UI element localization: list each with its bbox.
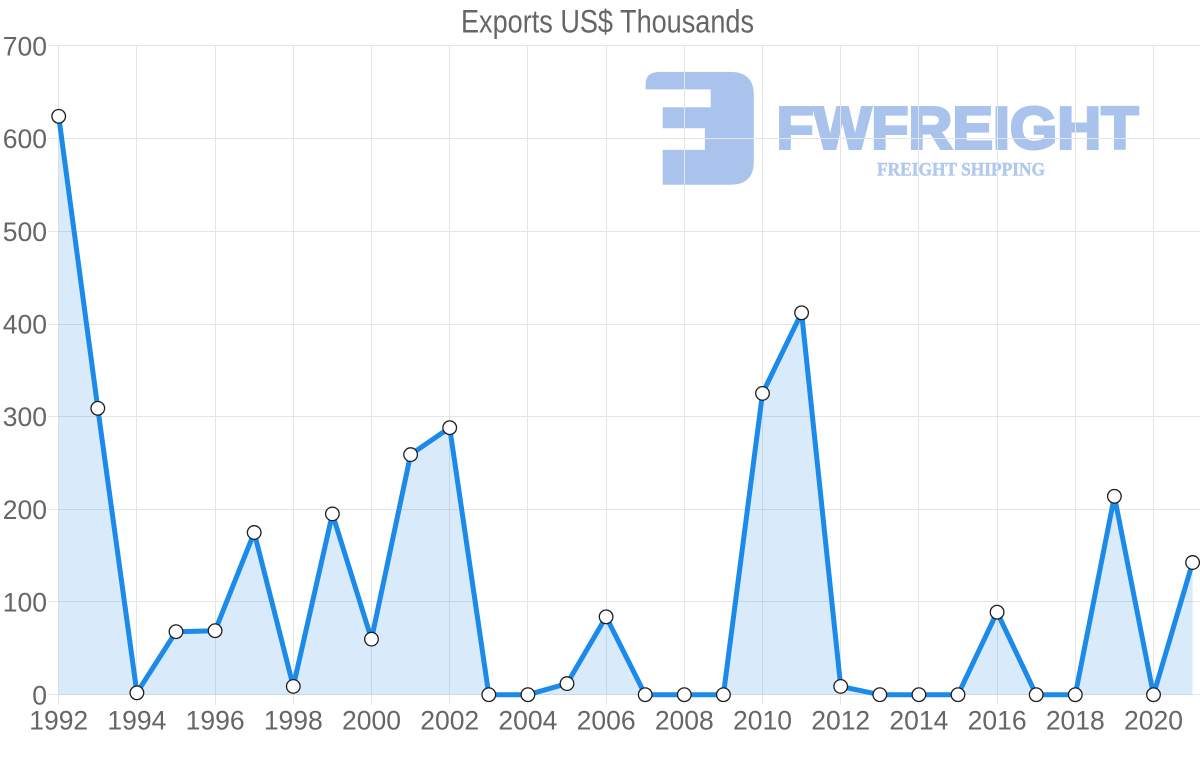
svg-text:600: 600 <box>3 124 47 154</box>
svg-text:2020: 2020 <box>1124 705 1183 735</box>
svg-text:2018: 2018 <box>1046 705 1105 735</box>
svg-text:100: 100 <box>3 588 47 618</box>
svg-text:200: 200 <box>3 495 47 525</box>
svg-text:2008: 2008 <box>655 705 714 735</box>
svg-text:FWFREIGHT: FWFREIGHT <box>777 95 1139 162</box>
svg-text:2002: 2002 <box>420 705 479 735</box>
svg-text:700: 700 <box>3 31 47 61</box>
svg-text:2016: 2016 <box>968 705 1027 735</box>
svg-text:0: 0 <box>32 680 47 710</box>
svg-text:400: 400 <box>3 310 47 340</box>
svg-text:500: 500 <box>3 217 47 247</box>
svg-text:1994: 1994 <box>107 705 166 735</box>
svg-text:2006: 2006 <box>577 705 636 735</box>
svg-text:Exports US$ Thousands: Exports US$ Thousands <box>461 4 754 40</box>
svg-text:2004: 2004 <box>498 705 557 735</box>
svg-text:2010: 2010 <box>733 705 792 735</box>
svg-text:1996: 1996 <box>186 705 245 735</box>
svg-text:2014: 2014 <box>889 705 948 735</box>
svg-text:300: 300 <box>3 402 47 432</box>
svg-text:FREIGHT SHIPPING: FREIGHT SHIPPING <box>877 159 1045 180</box>
svg-text:1998: 1998 <box>264 705 323 735</box>
svg-text:2012: 2012 <box>811 705 870 735</box>
svg-text:2000: 2000 <box>342 705 401 735</box>
svg-text:1992: 1992 <box>29 705 88 735</box>
